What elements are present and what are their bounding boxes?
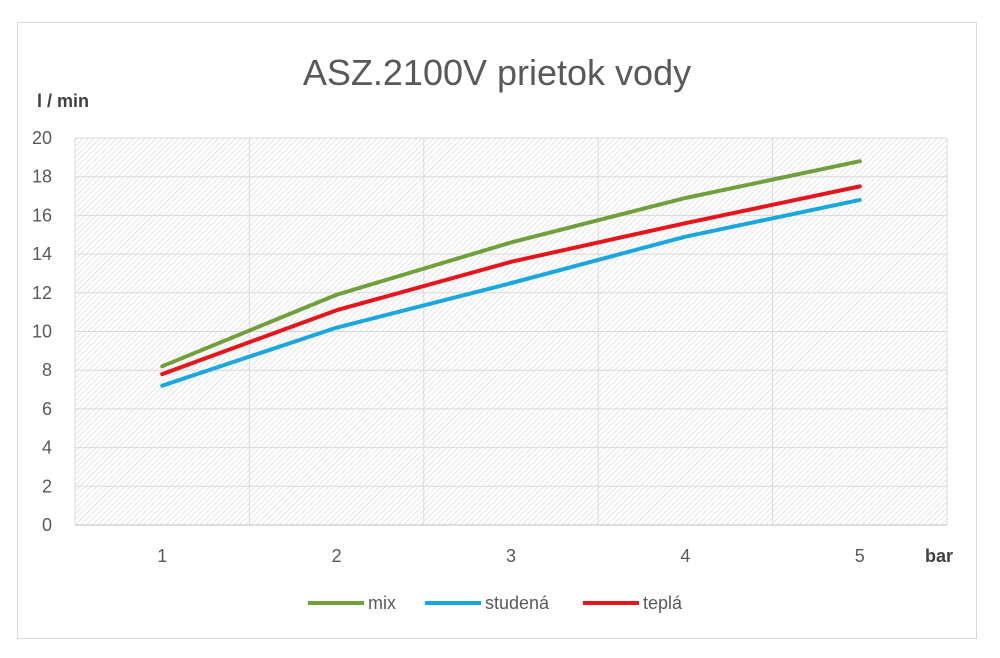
legend-label: mix	[368, 593, 396, 613]
y-tick-label: 14	[32, 244, 52, 264]
y-tick-label: 0	[42, 515, 52, 535]
y-axis-ticks: 0 2 4 6 8 10 12 14 16 18 20	[32, 128, 52, 535]
series-lines	[160, 159, 862, 388]
x-tick-label: 4	[680, 546, 690, 566]
y-tick-label: 6	[42, 399, 52, 419]
y-tick-label: 12	[32, 283, 52, 303]
x-tick-label: 1	[157, 546, 167, 566]
x-axis-label: bar	[925, 546, 953, 566]
legend-label: studená	[485, 593, 550, 613]
x-axis-ticks: 1 2 3 4 5	[157, 546, 865, 566]
y-tick-label: 16	[32, 205, 52, 225]
legend-label: teplá	[643, 593, 683, 613]
y-tick-label: 18	[32, 167, 52, 187]
series-line-teplá	[160, 184, 862, 377]
y-tick-label: 20	[32, 128, 52, 148]
series-line-mix	[160, 159, 862, 369]
y-axis-label: l / min	[37, 91, 89, 111]
y-tick-label: 8	[42, 360, 52, 380]
x-tick-label: 5	[855, 546, 865, 566]
y-tick-label: 10	[32, 322, 52, 342]
gridlines	[74, 137, 948, 526]
x-tick-label: 3	[506, 546, 516, 566]
legend: mix studená teplá	[308, 593, 683, 613]
y-tick-label: 2	[42, 476, 52, 496]
chart-title: ASZ.2100V prietok vody	[303, 52, 691, 93]
x-tick-label: 2	[332, 546, 342, 566]
y-tick-label: 4	[42, 438, 52, 458]
series-line-studená	[160, 197, 862, 388]
